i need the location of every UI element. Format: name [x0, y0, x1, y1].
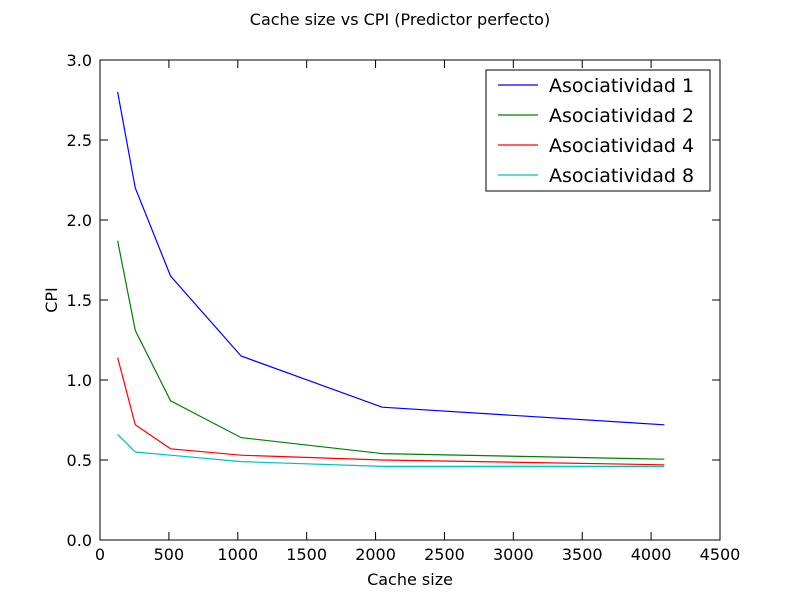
legend-label-3: Asociatividad 4 — [549, 135, 694, 157]
x-tick-label: 4000 — [631, 545, 672, 564]
x-tick-label: 3500 — [562, 545, 603, 564]
x-axis-title: Cache size — [367, 570, 453, 589]
x-tick-label: 4500 — [700, 545, 741, 564]
x-tick-label: 500 — [154, 545, 185, 564]
y-tick-label: 1.5 — [67, 291, 92, 310]
lines-layer — [117, 91, 665, 467]
series-line-1 — [117, 91, 665, 426]
chart-title: Cache size vs CPI (Predictor perfecto) — [250, 10, 550, 29]
legend-label-4: Asociatividad 8 — [549, 165, 694, 187]
x-tick-label: 1500 — [286, 545, 327, 564]
legend: Asociatividad 1 Asociatividad 2 Asociativi… — [485, 69, 711, 192]
series-line-2 — [117, 240, 665, 460]
x-tick-label: 2500 — [424, 545, 465, 564]
x-tick-label: 0 — [95, 545, 105, 564]
series-line-4 — [117, 433, 665, 467]
y-tick-label: 3.0 — [67, 51, 92, 70]
y-tick-label: 2.5 — [67, 131, 92, 150]
y-axis-ticks: 0.0 0.5 1.0 1.5 2.0 2.5 3.0 — [67, 51, 720, 550]
x-tick-label: 1000 — [217, 545, 258, 564]
legend-label-1: Asociatividad 1 — [549, 75, 694, 97]
y-tick-label: 2.0 — [67, 211, 92, 230]
x-tick-label: 2000 — [355, 545, 396, 564]
series-line-3 — [117, 357, 665, 466]
y-tick-label: 0.0 — [67, 531, 92, 550]
y-axis-title: CPI — [42, 287, 61, 313]
x-axis-ticks: 0 500 1000 1500 2000 2500 3000 3500 4000 4500 — [95, 60, 740, 564]
legend-label-2: Asociatividad 2 — [549, 105, 694, 127]
x-tick-label: 3000 — [493, 545, 534, 564]
legend-box — [485, 69, 711, 192]
y-tick-label: 0.5 — [67, 451, 92, 470]
y-tick-label: 1.0 — [67, 371, 92, 390]
